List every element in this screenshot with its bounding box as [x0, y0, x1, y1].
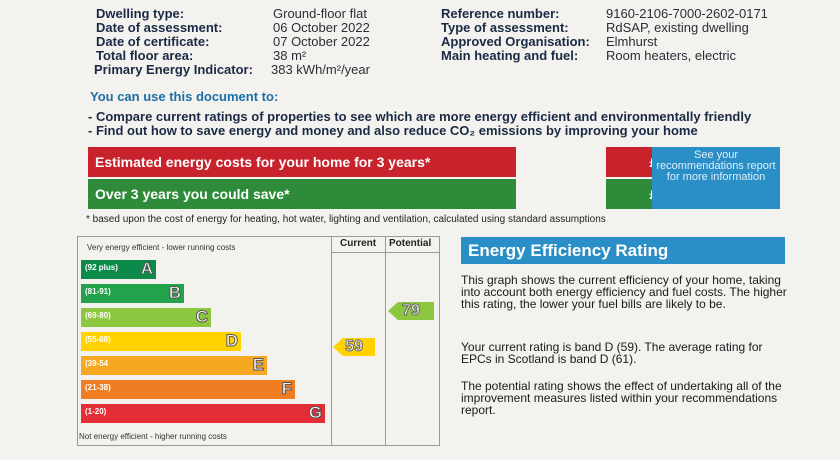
reference-number-label: Reference number:	[441, 6, 560, 21]
potential-column-header: Potential	[389, 238, 432, 249]
band-b-range: (81-91)	[85, 287, 111, 296]
eer-paragraph-3: The potential rating shows the effect of…	[461, 379, 782, 417]
potential-rating-arrow: 79	[388, 302, 434, 320]
main-heating-value: Room heaters, electric	[606, 48, 737, 63]
assessment-type-value: RdSAP, existing dwelling	[606, 20, 749, 35]
chart-border	[77, 236, 440, 446]
band-f-letter: F	[281, 379, 292, 399]
band-d-letter: D	[225, 331, 238, 351]
current-rating-arrow: 59	[333, 338, 375, 356]
date-of-certificate-label: Date of certificate:	[96, 34, 210, 49]
usage-title: You can use this document to:	[90, 89, 279, 104]
current-column-header: Current	[340, 238, 377, 249]
main-heating-label: Main heating and fuel:	[441, 48, 579, 63]
floor-area-label: Total floor area:	[96, 48, 194, 63]
band-a: (92 plus) A	[81, 259, 156, 279]
savings-label: Over 3 years you could save*	[88, 179, 516, 209]
floor-area-value: 38 m²	[273, 48, 307, 63]
band-g: (1-20) G	[81, 403, 325, 423]
usage-bullet-text: Compare current ratings of properties to…	[95, 109, 752, 124]
usage-bullet: - Find out how to save energy and money …	[88, 123, 698, 138]
reference-number-value: 9160-2106-7000-2602-0171	[606, 6, 768, 21]
band-d-range: (55-68)	[85, 335, 111, 344]
cost-footnote: * based upon the cost of energy for heat…	[86, 214, 606, 225]
estimated-costs-label: Estimated energy costs for your home for…	[88, 147, 516, 177]
band-f: (21-38) F	[81, 379, 295, 399]
approved-organisation-value: Elmhurst	[606, 34, 658, 49]
date-of-assessment-label: Date of assessment:	[96, 20, 223, 35]
eer-title: Energy Efficiency Rating	[461, 237, 785, 264]
band-b: (81-91) B	[81, 283, 184, 303]
band-c-letter: C	[195, 307, 208, 327]
eer-paragraph-1: This graph shows the current efficiency …	[461, 273, 787, 311]
recommendations-info-box: See your recommendations report for more…	[652, 147, 780, 209]
inefficient-caption: Not energy efficient - higher running co…	[79, 432, 227, 441]
band-a-letter: A	[140, 259, 153, 279]
chart-divider	[331, 236, 332, 446]
band-g-range: (1-20)	[85, 407, 107, 416]
dwelling-type-value: Ground-floor flat	[273, 6, 367, 21]
chart-divider	[385, 236, 386, 446]
primary-energy-value: 383 kWh/m²/year	[271, 62, 370, 77]
primary-energy-label: Primary Energy Indicator:	[94, 62, 253, 77]
band-d: (55-68) D	[81, 331, 241, 351]
band-b-letter: B	[168, 283, 181, 303]
approved-organisation-label: Approved Organisation:	[441, 34, 590, 49]
dwelling-type-label: Dwelling type:	[96, 6, 185, 21]
band-f-range: (21-38)	[85, 383, 111, 392]
band-c-range: (69-80)	[85, 311, 111, 320]
usage-bullet-text: Find out how to save energy and money an…	[95, 123, 698, 138]
energy-rating-chart: Current Potential Very energy efficient …	[77, 236, 440, 446]
band-g-letter: G	[308, 403, 322, 423]
assessment-type-label: Type of assessment:	[441, 20, 569, 35]
chart-divider	[331, 252, 440, 253]
eer-paragraph-2: Your current rating is band D (59). The …	[461, 340, 763, 366]
band-a-range: (92 plus)	[85, 263, 118, 272]
band-e: (39-54 E	[81, 355, 267, 375]
band-c: (69-80) C	[81, 307, 211, 327]
band-e-range: (39-54	[85, 359, 109, 368]
date-of-certificate-value: 07 October 2022	[273, 34, 370, 49]
efficient-caption: Very energy efficient - lower running co…	[87, 243, 236, 252]
date-of-assessment-value: 06 October 2022	[273, 20, 370, 35]
usage-bullet: - Compare current ratings of properties …	[88, 109, 752, 124]
band-e-letter: E	[252, 355, 264, 375]
